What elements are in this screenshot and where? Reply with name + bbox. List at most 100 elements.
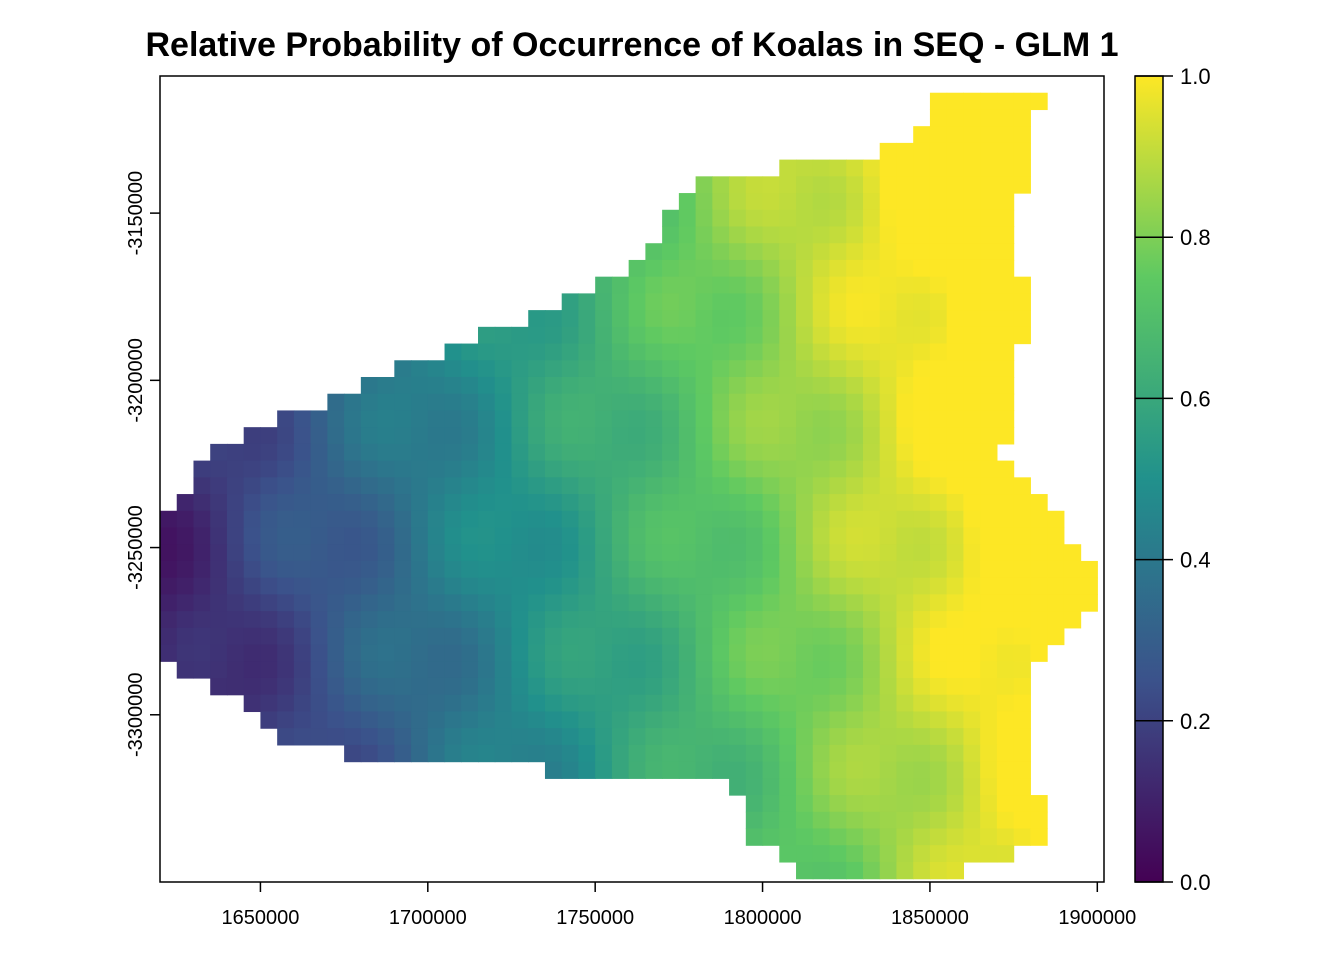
raster-cell [561, 744, 580, 763]
raster-cell [929, 326, 948, 345]
raster-cell [980, 360, 998, 378]
raster-cell [980, 176, 998, 194]
raster-cell [862, 761, 881, 779]
raster-cell [762, 494, 780, 512]
raster-cell [879, 728, 898, 746]
raster-cell [645, 627, 663, 646]
raster-cell [561, 694, 580, 713]
raster-cell [963, 410, 981, 428]
raster-cell [277, 661, 295, 679]
raster-cell [461, 477, 479, 495]
raster-cell [980, 443, 998, 462]
raster-cell [796, 778, 814, 796]
raster-cell [528, 611, 546, 629]
raster-cell [963, 811, 981, 830]
raster-cell [293, 611, 312, 629]
raster-cell [628, 477, 646, 495]
raster-cell [963, 109, 981, 127]
raster-cell [611, 744, 630, 763]
raster-cell [729, 694, 747, 713]
raster-cell [846, 460, 864, 478]
raster-cell [712, 293, 730, 311]
raster-cell [678, 243, 697, 261]
raster-cell [879, 644, 898, 662]
raster-cell [862, 611, 881, 629]
raster-cell [779, 677, 797, 696]
raster-cell [829, 728, 847, 746]
raster-cell [829, 560, 847, 579]
raster-cell [427, 393, 446, 412]
raster-cell [494, 577, 513, 595]
raster-cell [645, 577, 663, 595]
raster-cell [427, 527, 446, 545]
raster-cell [729, 193, 747, 211]
raster-cell [712, 460, 730, 478]
raster-cell [695, 761, 713, 779]
raster-cell [779, 226, 797, 244]
raster-cell [913, 293, 931, 311]
raster-cell [963, 795, 981, 813]
raster-cell [745, 443, 764, 462]
raster-cell [260, 644, 278, 662]
raster-cell [595, 644, 613, 662]
raster-cell [478, 393, 496, 412]
raster-cell [812, 611, 831, 629]
raster-cell [611, 728, 630, 746]
raster-cell [896, 845, 914, 863]
raster-cell [427, 677, 446, 696]
raster-cell [996, 644, 1015, 662]
raster-cell [1063, 611, 1082, 629]
raster-cell [762, 443, 780, 462]
raster-cell [963, 594, 981, 612]
raster-cell [812, 293, 831, 311]
raster-cell [678, 627, 697, 646]
raster-cell [478, 728, 496, 746]
raster-cell [210, 527, 228, 545]
raster-cell [176, 544, 195, 562]
raster-cell [913, 611, 931, 629]
raster-cell [712, 510, 730, 529]
raster-cell [963, 828, 981, 846]
raster-cell [729, 326, 747, 345]
raster-cell [461, 560, 479, 579]
raster-cell [595, 393, 613, 412]
raster-cell [394, 360, 412, 378]
raster-cell [862, 560, 881, 579]
raster-cell [980, 410, 998, 428]
raster-cell [879, 661, 898, 679]
raster-cell [879, 811, 898, 830]
raster-cell [461, 427, 479, 445]
raster-cell [980, 326, 998, 345]
raster-cell [461, 510, 479, 529]
raster-cell [494, 677, 513, 696]
raster-cell [293, 644, 312, 662]
raster-cell [745, 677, 764, 696]
raster-cell [695, 544, 713, 562]
raster-cell [645, 644, 663, 662]
raster-cell [511, 711, 529, 729]
raster-cell [444, 627, 462, 646]
raster-cell [796, 845, 814, 863]
raster-cell [444, 711, 462, 729]
raster-cell [411, 544, 429, 562]
raster-cell [846, 677, 864, 696]
raster-cell [896, 711, 914, 729]
raster-cell [812, 795, 831, 813]
raster-cell [327, 477, 345, 495]
y-tick-label: -3200000 [125, 338, 147, 423]
raster-cell [896, 761, 914, 779]
raster-cell [762, 226, 780, 244]
raster-cell [946, 527, 965, 545]
raster-cell [829, 811, 847, 830]
raster-cell [561, 477, 580, 495]
raster-cell [595, 477, 613, 495]
raster-cell [862, 259, 881, 278]
raster-cell [544, 427, 563, 445]
raster-cell [846, 828, 864, 846]
raster-cell [913, 795, 931, 813]
raster-cell [729, 494, 747, 512]
raster-cell [879, 276, 898, 294]
raster-cell [846, 728, 864, 746]
raster-cell [611, 360, 630, 378]
raster-cell [896, 510, 914, 529]
